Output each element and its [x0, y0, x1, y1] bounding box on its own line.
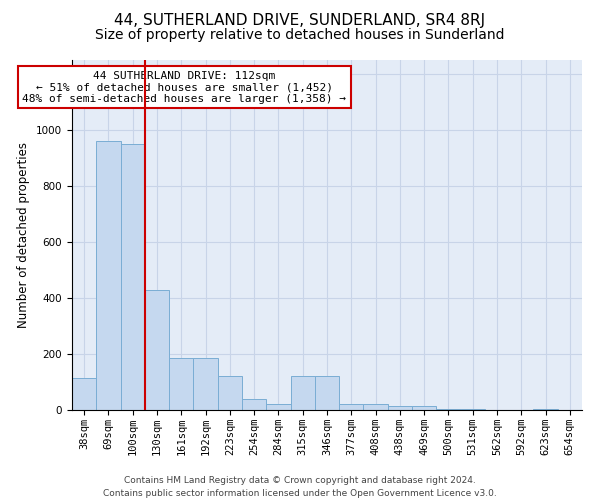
Bar — [96, 141, 121, 410]
Bar — [412, 406, 436, 410]
Bar — [218, 376, 242, 410]
Text: Size of property relative to detached houses in Sunderland: Size of property relative to detached ho… — [95, 28, 505, 42]
Bar — [461, 408, 485, 410]
Text: 44 SUTHERLAND DRIVE: 112sqm
← 51% of detached houses are smaller (1,452)
48% of : 44 SUTHERLAND DRIVE: 112sqm ← 51% of det… — [22, 70, 346, 104]
Bar — [388, 406, 412, 410]
Bar — [315, 376, 339, 410]
Bar — [364, 404, 388, 410]
Text: 44, SUTHERLAND DRIVE, SUNDERLAND, SR4 8RJ: 44, SUTHERLAND DRIVE, SUNDERLAND, SR4 8R… — [115, 12, 485, 28]
Bar — [169, 358, 193, 410]
Bar — [533, 408, 558, 410]
Bar — [242, 399, 266, 410]
Bar — [193, 358, 218, 410]
Y-axis label: Number of detached properties: Number of detached properties — [17, 142, 31, 328]
Bar — [72, 378, 96, 410]
Bar — [339, 404, 364, 410]
Bar — [145, 290, 169, 410]
Bar — [436, 408, 461, 410]
Text: Contains HM Land Registry data © Crown copyright and database right 2024.
Contai: Contains HM Land Registry data © Crown c… — [103, 476, 497, 498]
Bar — [266, 404, 290, 410]
Bar — [121, 144, 145, 410]
Bar — [290, 376, 315, 410]
